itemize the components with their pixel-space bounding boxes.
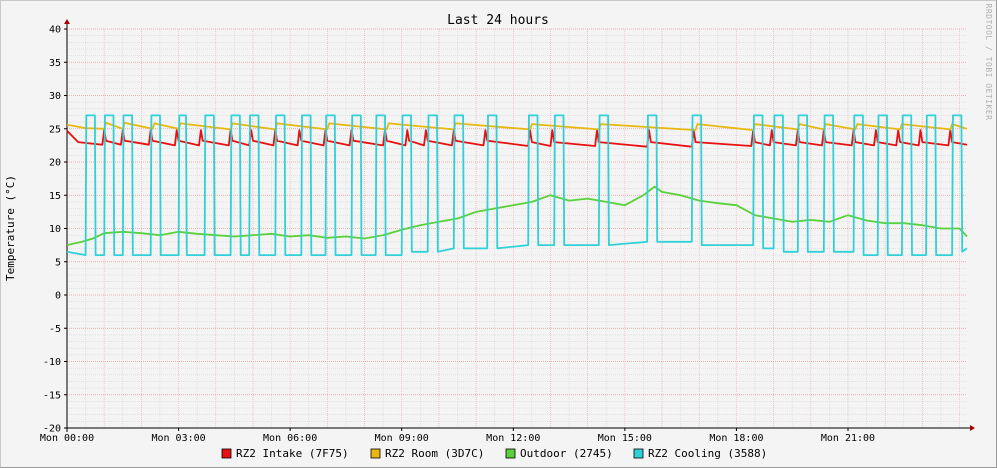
x-tick-label: Mon 15:00 bbox=[598, 433, 652, 444]
y-axis-label: Temperature (°C) bbox=[4, 175, 17, 281]
y-tick-labels: -20 -15 -10 -5 0 5 10 15 20 25 30 35 40 bbox=[43, 25, 67, 435]
x-tick-label: Mon 09:00 bbox=[375, 433, 429, 444]
y-axis-arrow bbox=[64, 19, 70, 24]
chart-title: Last 24 hours bbox=[447, 13, 549, 28]
x-tick-label: Mon 03:00 bbox=[151, 433, 205, 444]
legend-label: RZ2 Cooling (3588) bbox=[648, 447, 767, 460]
y-tick-label: -15 bbox=[43, 390, 61, 401]
x-tick-labels: Mon 00:00 Mon 03:00 Mon 06:00 Mon 09:00 Mon … bbox=[40, 428, 875, 444]
x-axis-arrow bbox=[970, 425, 975, 431]
watermark: RRDTOOL / TOBI OETIKER bbox=[984, 4, 993, 121]
legend-swatch bbox=[505, 448, 516, 459]
legend-swatch bbox=[221, 448, 232, 459]
y-tick-label: 30 bbox=[49, 91, 61, 102]
legend-swatch bbox=[633, 448, 644, 459]
y-tick-label: 5 bbox=[55, 257, 61, 268]
legend-label: RZ2 Room (3D7C) bbox=[385, 447, 484, 460]
x-tick-label: Mon 06:00 bbox=[263, 433, 317, 444]
series-lines bbox=[66, 114, 968, 256]
x-tick-label: Mon 12:00 bbox=[486, 433, 540, 444]
series-line-3 bbox=[66, 185, 968, 246]
x-tick-label: Mon 21:00 bbox=[821, 433, 875, 444]
series-line-2 bbox=[66, 121, 968, 131]
y-tick-label: 0 bbox=[55, 291, 61, 302]
legend: RZ2 Intake (7F75) RZ2 Room (3D7C) Outdoor … bbox=[221, 447, 767, 460]
y-tick-label: -10 bbox=[43, 357, 61, 368]
y-tick-label: 15 bbox=[49, 191, 61, 202]
axes bbox=[64, 19, 975, 432]
series-line-1 bbox=[66, 129, 968, 148]
y-tick-label: 35 bbox=[49, 58, 61, 69]
y-tick-label: 20 bbox=[49, 158, 61, 169]
legend-label: RZ2 Intake (7F75) bbox=[236, 447, 349, 460]
legend-label: Outdoor (2745) bbox=[520, 447, 613, 460]
y-tick-label: 10 bbox=[49, 224, 61, 235]
series-line-4 bbox=[66, 114, 968, 256]
y-tick-label: 40 bbox=[49, 25, 61, 36]
grid bbox=[67, 28, 967, 429]
y-tick-label: -20 bbox=[43, 424, 61, 435]
x-tick-label: Mon 00:00 bbox=[40, 433, 94, 444]
legend-swatch bbox=[370, 448, 381, 459]
x-tick-label: Mon 18:00 bbox=[709, 433, 763, 444]
y-tick-label: 25 bbox=[49, 124, 61, 135]
y-tick-label: -5 bbox=[49, 324, 61, 335]
